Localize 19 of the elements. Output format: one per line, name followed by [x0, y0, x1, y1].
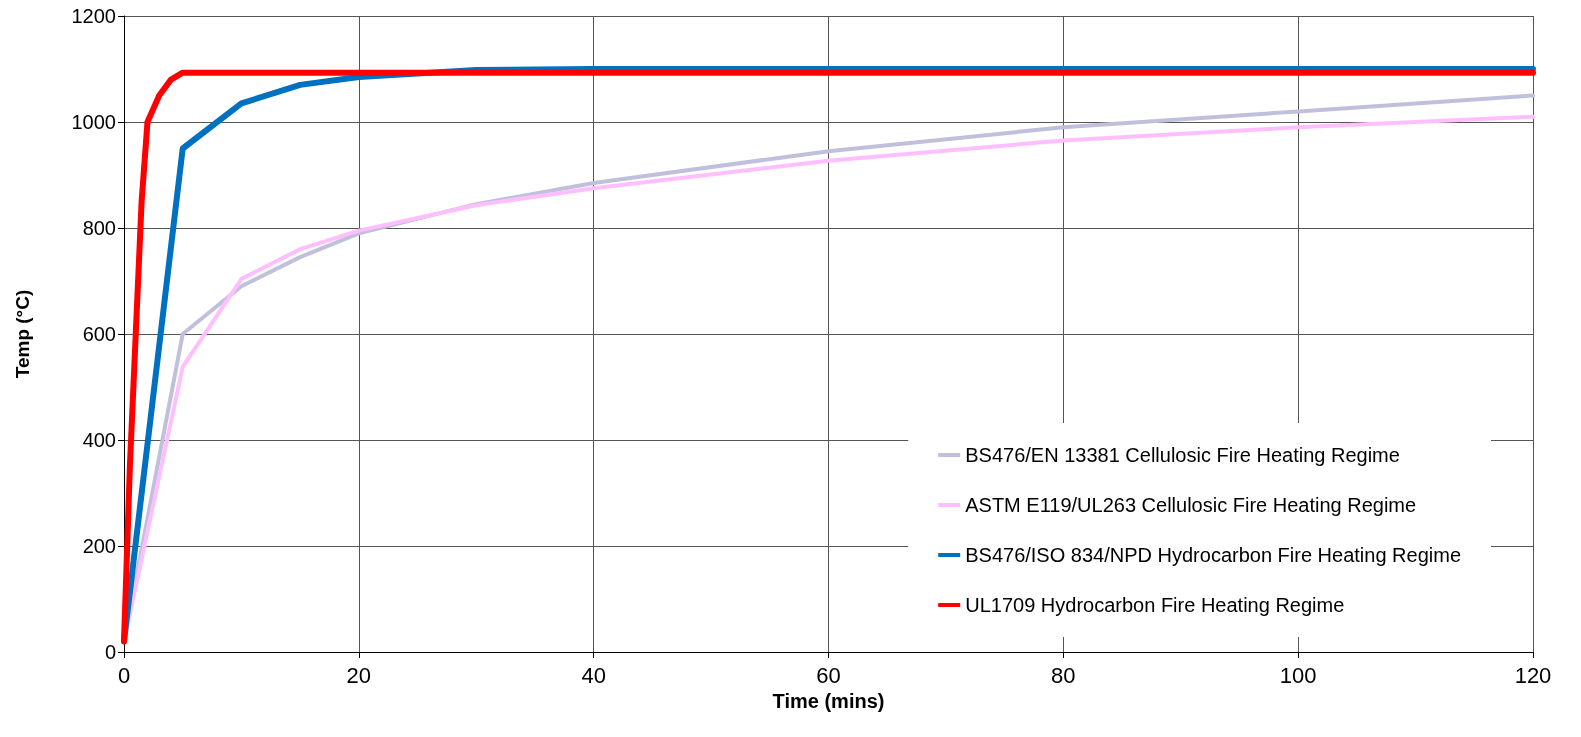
legend-label: BS476/EN 13381 Cellulosic Fire Heating Regime	[965, 444, 1400, 466]
x-axis-title: Time (mins)	[772, 689, 885, 712]
legend-label: BS476/ISO 834/NPD Hydrocarbon Fire Heating Regime	[965, 544, 1462, 566]
y-tick-label: 0	[104, 641, 116, 663]
y-tick-label: 1200	[71, 5, 116, 27]
x-tick-label: 20	[346, 662, 372, 688]
y-tick-label: 800	[82, 217, 116, 239]
y-tick-label: 200	[82, 535, 116, 557]
y-tick-label: 400	[82, 429, 116, 451]
x-tick-label: 120	[1514, 662, 1552, 688]
y-tick-label: 600	[82, 323, 116, 345]
x-tick-label: 60	[816, 662, 841, 688]
legend-label: ASTM E119/UL263 Cellulosic Fire Heating Regime	[965, 494, 1417, 516]
y-axis-title: Temp (°C)	[12, 289, 33, 379]
x-tick-label: 100	[1279, 662, 1317, 688]
legend-label: UL1709 Hydrocarbon Fire Heating Regime	[965, 594, 1345, 616]
x-tick-label: 80	[1051, 662, 1076, 688]
x-tick-label: 40	[581, 662, 606, 688]
y-tick-label: 1000	[71, 111, 116, 133]
